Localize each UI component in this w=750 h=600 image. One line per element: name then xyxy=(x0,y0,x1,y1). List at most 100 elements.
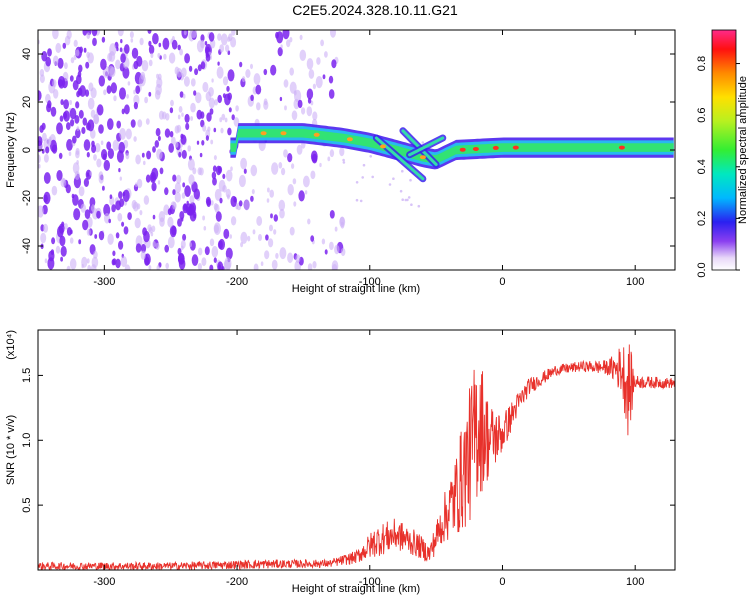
noise-blob xyxy=(331,260,339,270)
noise-blob xyxy=(120,256,128,268)
noise-blob xyxy=(124,264,131,270)
noise-blob xyxy=(214,99,219,106)
noise-blob xyxy=(57,76,66,89)
noise-blob xyxy=(148,44,155,55)
noise-blob xyxy=(155,242,160,250)
noise-blob xyxy=(213,127,217,133)
noise-blob xyxy=(96,210,101,219)
noise-blob xyxy=(144,96,149,104)
noise-blob xyxy=(110,82,118,94)
noise-blob xyxy=(47,48,52,57)
noise-blob xyxy=(258,234,262,241)
noise-blob xyxy=(213,257,217,264)
noise-blob xyxy=(310,150,318,163)
noise-blob xyxy=(334,244,340,255)
noise-blob xyxy=(89,197,96,208)
y-tick-label: 0.5 xyxy=(21,497,33,512)
noise-blob xyxy=(324,51,328,58)
noise-blob xyxy=(179,211,185,220)
noise-blob xyxy=(215,211,222,222)
noise-blob xyxy=(277,47,283,57)
noise-blob xyxy=(45,56,51,67)
noise-blob xyxy=(127,81,131,86)
noise-blob xyxy=(190,78,196,87)
snr-xlabel: Height of straight line (km) xyxy=(292,583,420,595)
noise-blob xyxy=(129,31,134,39)
noise-blob xyxy=(133,101,138,110)
noise-blob xyxy=(140,243,147,253)
noise-blob xyxy=(41,148,45,154)
noise-speckle xyxy=(421,141,425,144)
noise-blob xyxy=(224,257,232,270)
noise-blob xyxy=(268,238,274,248)
noise-blob xyxy=(156,73,159,79)
noise-blob xyxy=(210,200,214,206)
noise-blob xyxy=(312,261,317,269)
noise-blob xyxy=(60,245,67,257)
noise-blob xyxy=(168,52,176,64)
noise-blob xyxy=(100,140,104,146)
noise-blob xyxy=(195,92,202,104)
noise-blob xyxy=(148,91,152,97)
spectrogram-marks xyxy=(38,30,674,270)
noise-blob xyxy=(226,194,230,200)
noise-blob xyxy=(107,148,114,160)
noise-blob xyxy=(225,247,233,260)
noise-blob xyxy=(209,238,215,247)
noise-blob xyxy=(149,171,157,184)
noise-blob xyxy=(179,91,184,98)
noise-blob xyxy=(218,264,222,270)
noise-blob xyxy=(130,38,134,43)
noise-blob xyxy=(298,190,305,202)
noise-blob xyxy=(63,99,69,110)
noise-blob xyxy=(283,149,288,158)
noise-blob xyxy=(205,135,209,141)
noise-blob xyxy=(158,42,162,48)
noise-blob xyxy=(106,141,112,150)
noise-blob xyxy=(164,244,169,253)
noise-blob xyxy=(278,199,286,212)
noise-blob xyxy=(271,162,279,175)
noise-blob xyxy=(214,224,219,234)
y-tick-label: 20 xyxy=(21,96,33,108)
noise-blob xyxy=(83,47,87,53)
noise-blob xyxy=(220,33,228,46)
noise-blob xyxy=(208,32,215,42)
noise-blob xyxy=(267,187,270,193)
noise-blob xyxy=(38,136,43,147)
noise-speckle xyxy=(362,163,366,167)
noise-blob xyxy=(119,176,123,181)
noise-blob xyxy=(60,99,64,106)
noise-blob xyxy=(115,232,120,239)
noise-blob xyxy=(74,170,80,180)
noise-blob xyxy=(204,246,210,256)
noise-blob xyxy=(118,240,124,250)
noise-speckle xyxy=(392,177,395,180)
noise-blob xyxy=(178,106,183,113)
colorbar-label: Normalized spectral amplitude xyxy=(737,76,749,224)
noise-blob xyxy=(243,199,250,211)
noise-blob xyxy=(193,90,197,96)
noise-blob xyxy=(273,229,277,235)
noise-blob xyxy=(190,116,194,121)
signal-hotspot xyxy=(313,132,320,137)
noise-blob xyxy=(221,266,225,270)
y-tick-label: 0 xyxy=(21,147,33,153)
noise-blob xyxy=(69,237,74,244)
noise-blob xyxy=(91,30,98,37)
noise-blob xyxy=(189,195,195,204)
noise-blob xyxy=(169,131,174,138)
noise-blob xyxy=(73,39,78,48)
noise-blob xyxy=(255,102,261,111)
noise-blob xyxy=(140,250,146,260)
noise-blob xyxy=(183,76,190,87)
noise-blob xyxy=(188,174,195,186)
noise-blob xyxy=(157,52,161,59)
noise-blob xyxy=(122,189,130,202)
noise-blob xyxy=(86,228,91,236)
noise-blob xyxy=(279,96,283,102)
noise-blob xyxy=(319,162,322,168)
noise-speckle xyxy=(409,178,412,182)
noise-blob xyxy=(176,174,182,184)
noise-blob xyxy=(103,89,107,96)
